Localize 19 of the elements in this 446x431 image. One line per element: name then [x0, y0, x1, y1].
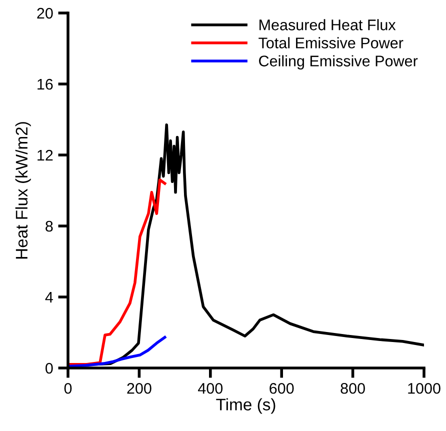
x-tick-label: 200 [127, 382, 152, 394]
y-tick-label: 0 [46, 362, 53, 374]
y-tick-label: 20 [37, 8, 53, 19]
y-tick-label: 4 [45, 292, 53, 303]
y-axis-title: Heat Flux (kW/m2) [15, 122, 31, 259]
line-series [68, 178, 166, 366]
legend-label: Ceiling Emissive Power [259, 55, 418, 70]
x-tick-label: 0 [64, 382, 72, 394]
x-tick-label: 400 [198, 382, 223, 394]
x-tick-label: 1000 [408, 382, 440, 394]
x-axis-title: Time (s) [216, 398, 276, 414]
y-tick-label: 16 [38, 78, 53, 90]
legend-label: Measured Heat Flux [260, 19, 396, 30]
y-tick-label: 12 [38, 150, 53, 161]
legend-label: Total Emissive Power [258, 37, 404, 48]
x-tick-label: 800 [340, 382, 365, 394]
x-tick-label: 600 [270, 382, 294, 394]
line-series [68, 336, 166, 368]
y-tick-label: 8 [46, 220, 53, 232]
